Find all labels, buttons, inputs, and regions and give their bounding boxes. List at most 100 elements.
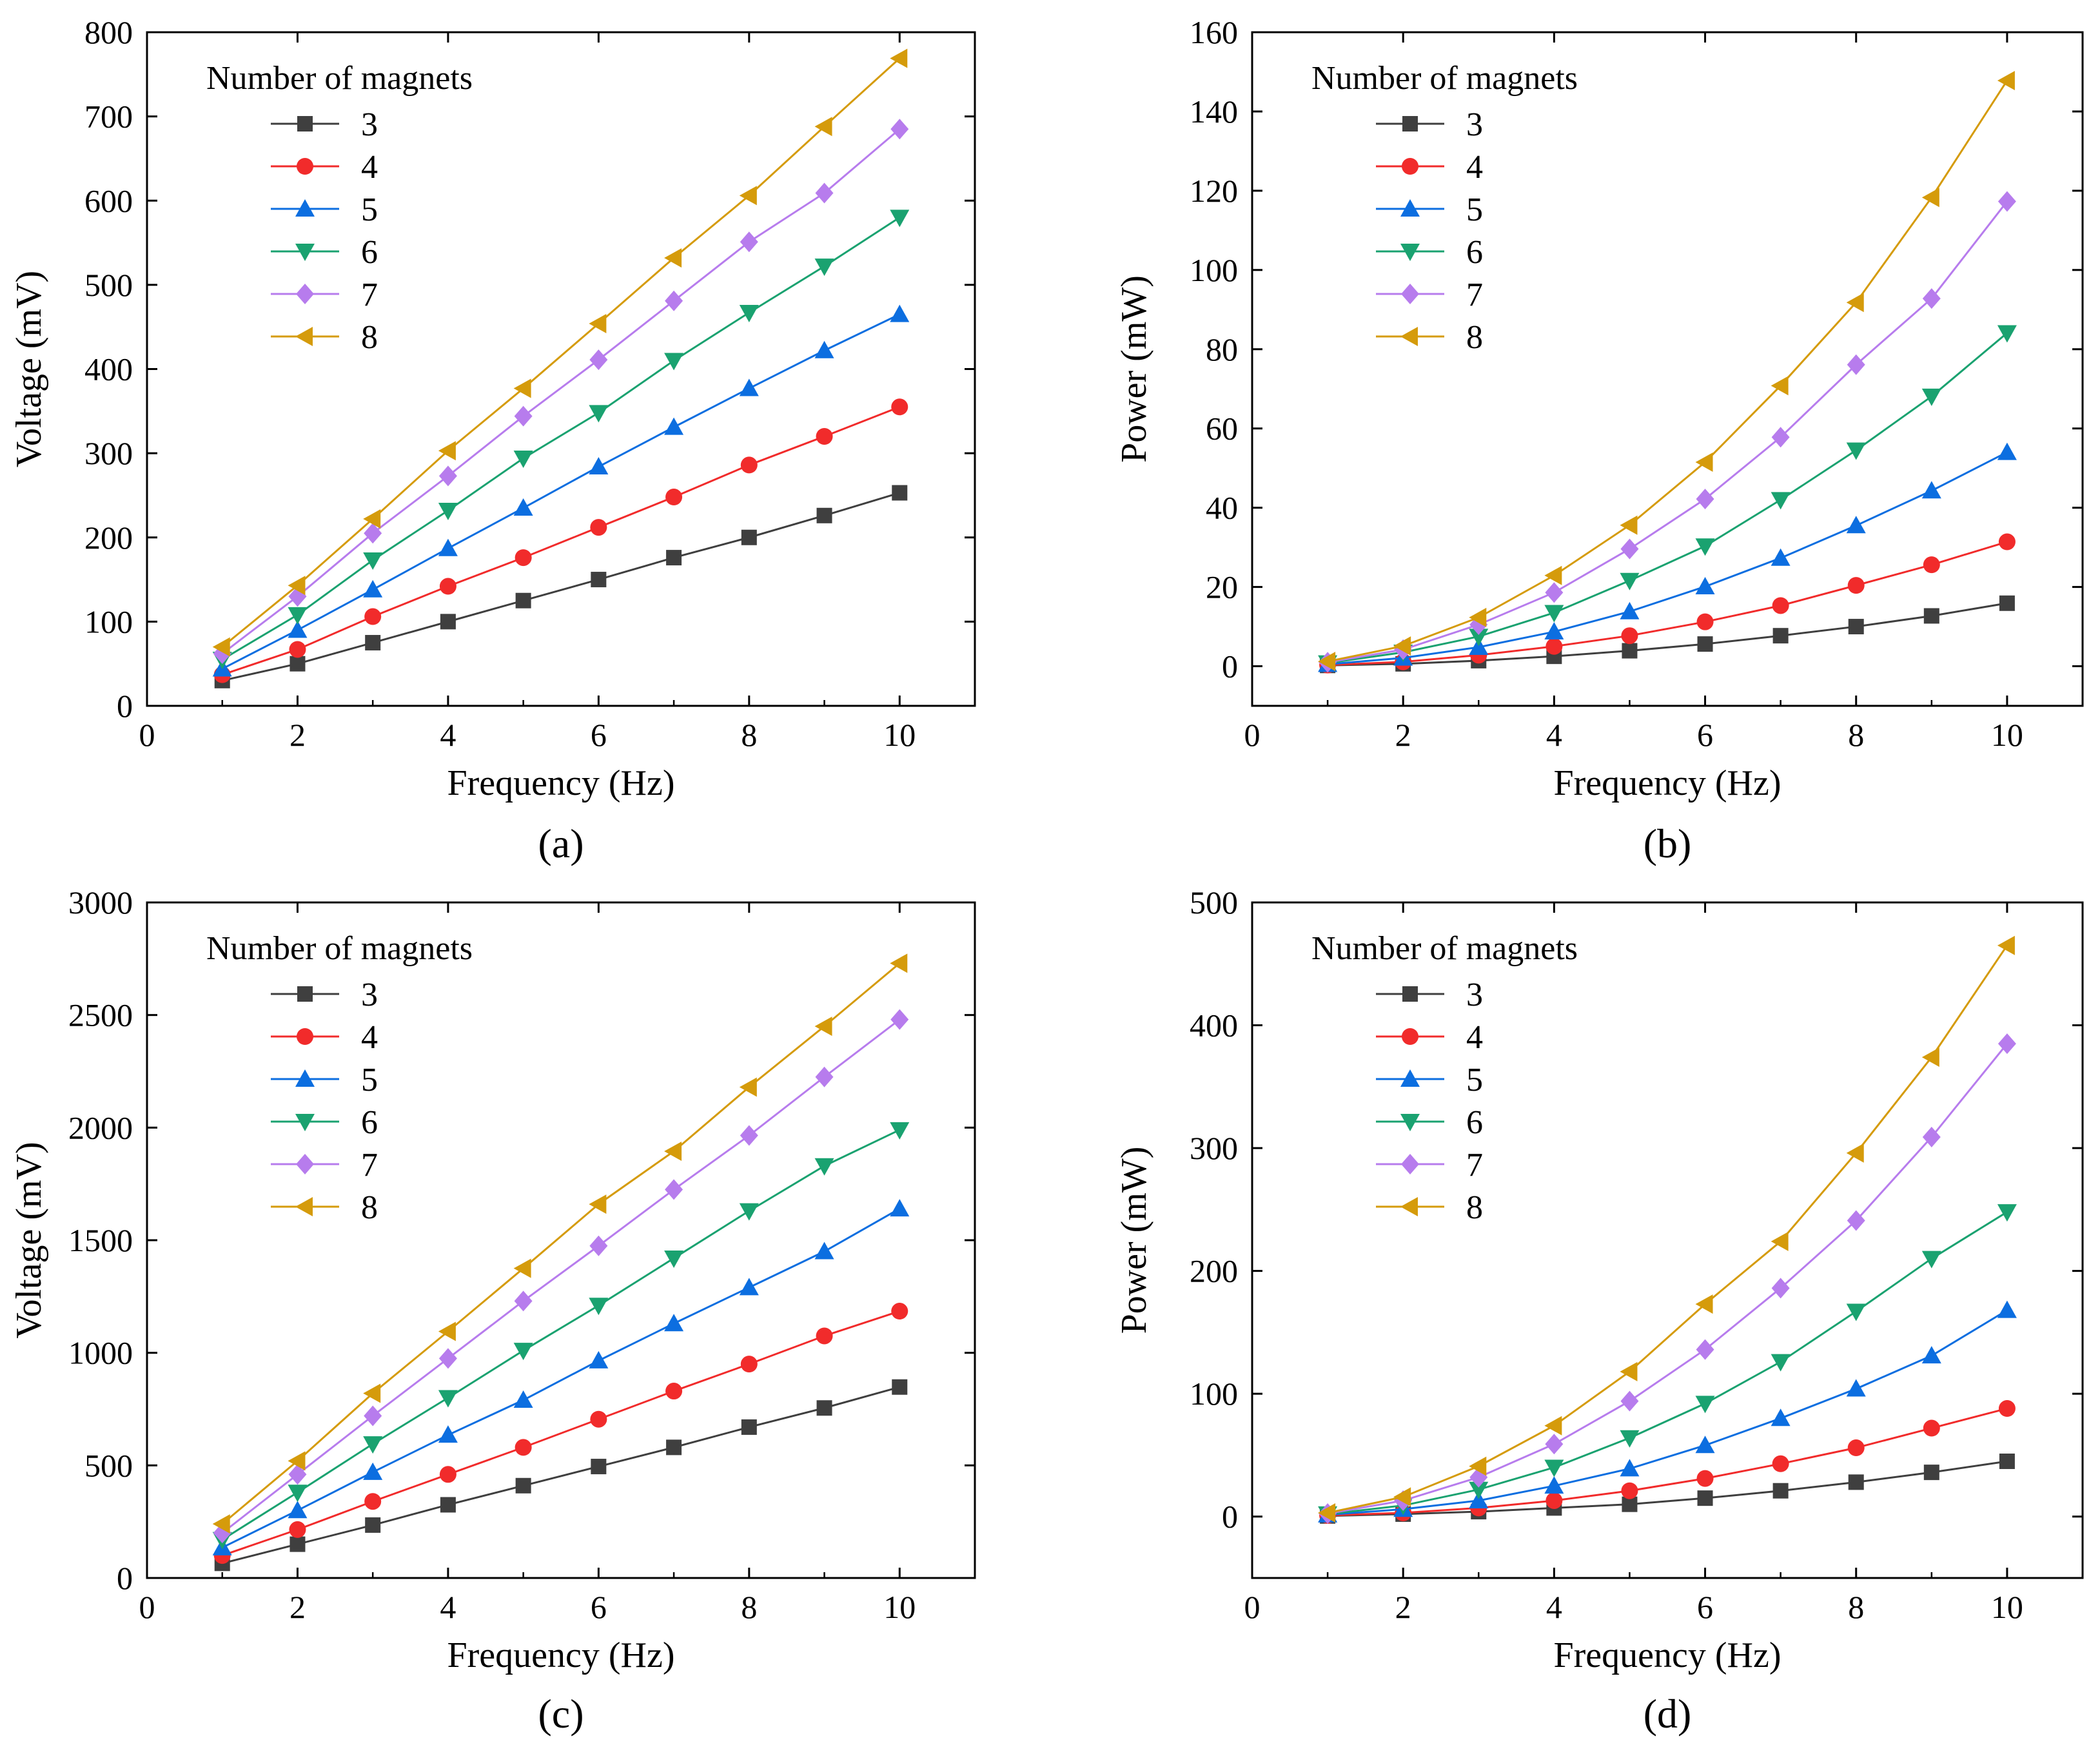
data-point <box>515 1477 531 1494</box>
data-point <box>1771 427 1790 448</box>
y-tick-label: 140 <box>1190 93 1238 130</box>
data-point <box>665 1383 683 1400</box>
data-point <box>1393 636 1411 656</box>
legend-marker <box>295 199 315 217</box>
data-point <box>1695 452 1713 472</box>
data-point <box>589 1350 609 1368</box>
data-point <box>1695 576 1715 594</box>
legend: Number of magnets 3 4 5 6 7 8 <box>206 60 473 356</box>
data-point <box>591 572 607 588</box>
legend-label: 3 <box>1466 977 1483 1013</box>
data-point <box>1696 489 1714 510</box>
x-tick-label: 0 <box>139 1589 155 1625</box>
data-point <box>1544 565 1562 585</box>
x-tick-label: 8 <box>741 1589 757 1625</box>
legend: Number of magnets 3 4 5 6 7 8 <box>1311 930 1578 1226</box>
data-point <box>1544 605 1564 623</box>
y-tick-label: 40 <box>1206 490 1238 526</box>
y-tick-label: 100 <box>1190 1376 1238 1412</box>
data-point <box>1469 1481 1489 1499</box>
data-point <box>288 576 306 596</box>
data-point <box>814 117 832 137</box>
data-point <box>513 450 533 468</box>
data-point <box>890 48 908 68</box>
data-point <box>890 1199 910 1217</box>
data-point <box>1545 1434 1564 1455</box>
data-point <box>589 313 607 333</box>
data-point <box>1997 191 2016 212</box>
data-point <box>1393 1487 1411 1507</box>
legend-marker <box>1400 1069 1420 1087</box>
data-point <box>664 417 684 435</box>
legend-label: 7 <box>1466 1147 1483 1183</box>
data-point <box>364 523 382 544</box>
legend-label: 6 <box>1466 1104 1483 1141</box>
y-axis-label: Power (mW) <box>1114 1147 1154 1334</box>
series-5 <box>212 304 910 677</box>
data-point <box>1620 1459 1640 1477</box>
series-line <box>1328 1407 2008 1517</box>
data-point <box>1620 1361 1638 1381</box>
y-tick-label: 300 <box>84 435 133 471</box>
series-line <box>222 492 900 682</box>
y-tick-label: 2500 <box>68 997 133 1033</box>
legend-marker <box>295 1197 313 1216</box>
series-8 <box>212 953 908 1534</box>
y-axis-label: Voltage (mV) <box>9 1142 49 1338</box>
data-point <box>438 465 457 487</box>
x-tick-label: 0 <box>1244 717 1261 753</box>
data-point <box>1544 622 1564 640</box>
legend-label: 4 <box>1466 149 1483 186</box>
data-point <box>814 1158 834 1176</box>
data-point <box>1695 538 1715 556</box>
data-point <box>1771 1278 1790 1299</box>
x-tick-label: 10 <box>883 1589 916 1625</box>
data-point <box>1848 619 1864 635</box>
data-point <box>1997 935 2015 955</box>
data-point <box>1318 652 1336 672</box>
x-axis-label: Frequency (Hz) <box>447 1635 675 1675</box>
data-point <box>665 1179 683 1200</box>
data-point <box>814 340 834 358</box>
series-line <box>1327 944 2008 1514</box>
legend-marker <box>1402 158 1418 175</box>
data-point <box>1771 376 1789 396</box>
data-point <box>289 656 306 672</box>
data-point <box>365 635 381 651</box>
panel-caption: (a) <box>538 821 584 866</box>
legend-marker <box>297 986 313 1002</box>
data-point <box>814 1242 834 1260</box>
series-line <box>221 128 901 655</box>
data-point <box>665 290 683 311</box>
data-point <box>1847 1210 1865 1231</box>
y-tick-label: 160 <box>1190 14 1238 50</box>
x-tick-label: 4 <box>1546 717 1562 753</box>
data-point <box>1771 1231 1789 1251</box>
data-point <box>891 1303 908 1320</box>
legend-marker <box>1402 116 1418 131</box>
y-tick-label: 120 <box>1190 173 1238 209</box>
data-point <box>1620 601 1640 619</box>
series-line <box>1327 1309 2008 1516</box>
data-point <box>438 1321 456 1341</box>
data-point <box>363 1383 381 1403</box>
data-point <box>1846 1303 1866 1321</box>
data-point <box>1696 1339 1714 1360</box>
data-point <box>1846 442 1866 460</box>
data-point <box>666 1439 682 1456</box>
data-point <box>1847 577 1865 594</box>
data-point <box>741 1419 757 1435</box>
y-tick-label: 0 <box>117 1560 133 1596</box>
y-tick-label: 700 <box>84 99 133 135</box>
panel-caption: (d) <box>1644 1691 1692 1737</box>
panel-caption: (b) <box>1644 821 1692 866</box>
data-point <box>212 637 230 657</box>
y-tick-label: 600 <box>84 182 133 219</box>
series-5 <box>212 1199 910 1555</box>
series-4 <box>213 398 908 683</box>
data-point <box>1546 1492 1563 1509</box>
y-tick-label: 400 <box>84 351 133 387</box>
data-point <box>288 1464 307 1485</box>
data-point <box>664 1314 684 1332</box>
data-point <box>740 231 758 253</box>
